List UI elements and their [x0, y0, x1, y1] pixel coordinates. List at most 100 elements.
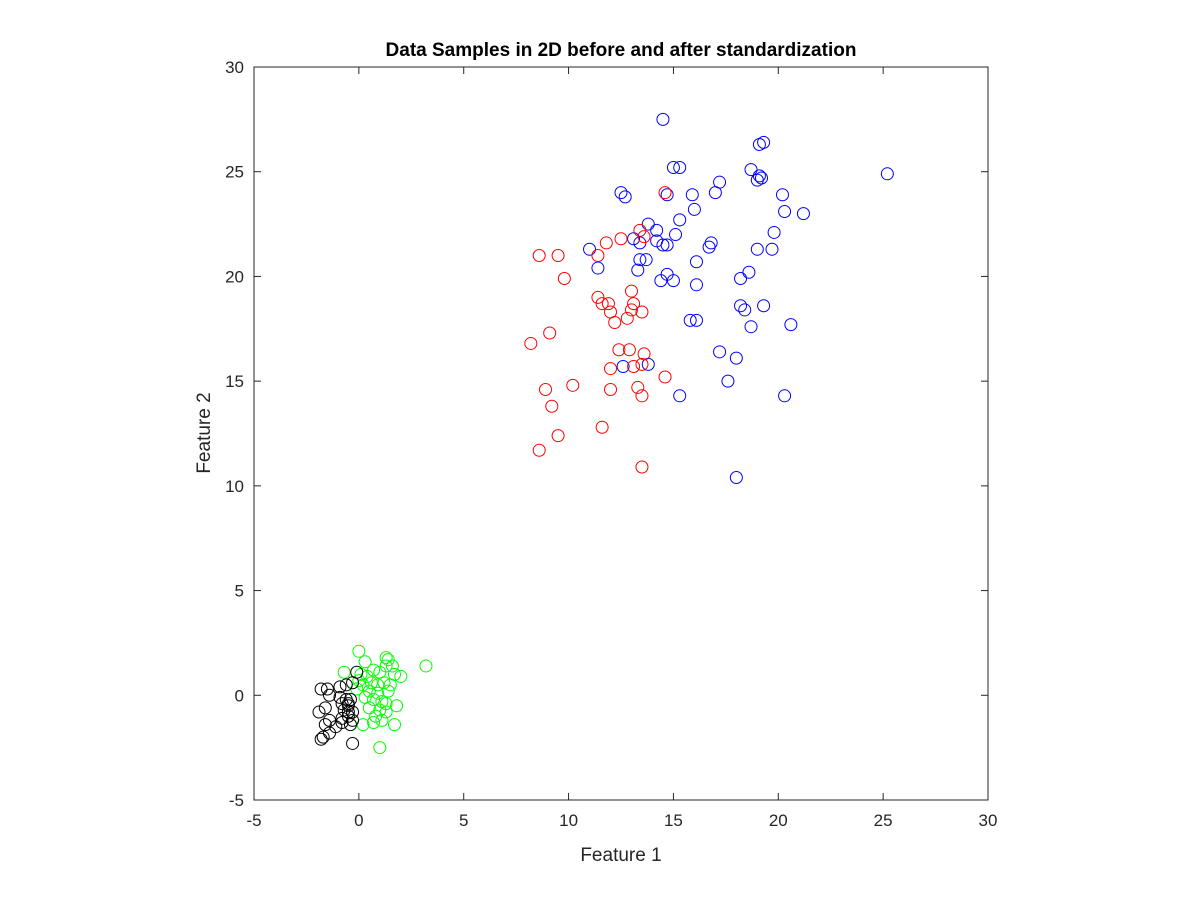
scatter-point — [371, 686, 385, 700]
y-tick-label: 5 — [235, 582, 244, 601]
scatter-point — [704, 236, 718, 250]
scatter-point — [566, 378, 580, 392]
scatter-point — [641, 217, 655, 231]
scatter-point — [608, 316, 622, 330]
scatter-point — [750, 242, 764, 256]
scatter-point — [614, 186, 628, 200]
scatter-point — [633, 236, 647, 250]
scatter-point — [744, 163, 758, 177]
scatter-point — [616, 359, 630, 373]
scatter-point — [591, 290, 605, 304]
scatter-point — [685, 188, 699, 202]
scatter-point — [532, 443, 546, 457]
scatter-point — [604, 362, 618, 376]
scatter-point — [673, 389, 687, 403]
scatter-point — [314, 732, 328, 746]
scatter-point — [622, 343, 636, 357]
scatter-point — [322, 726, 336, 740]
scatter-point — [654, 274, 668, 288]
scatter-point — [775, 188, 789, 202]
x-tick-label: 0 — [354, 811, 363, 830]
scatter-point — [614, 232, 628, 246]
scatter-point — [377, 676, 391, 690]
scatter-point — [637, 347, 651, 361]
scatter-point — [627, 232, 641, 246]
scatter-point — [314, 682, 328, 696]
scatter-point — [631, 263, 645, 277]
scatter-point — [624, 303, 638, 317]
scatter-point — [358, 655, 372, 669]
scatter-point — [673, 213, 687, 227]
scatter-point — [316, 730, 330, 744]
scatter-point — [362, 684, 376, 698]
y-tick-label: 20 — [225, 267, 244, 286]
scatter-point — [689, 313, 703, 327]
scatter-point — [371, 678, 385, 692]
scatter-point — [335, 711, 349, 725]
scatter-point — [545, 399, 559, 413]
scatter-point — [683, 313, 697, 327]
scatter-point — [346, 705, 360, 719]
scatter-point — [757, 135, 771, 149]
scatter-point — [352, 644, 366, 658]
scatter-point — [322, 688, 336, 702]
scatter-point — [656, 112, 670, 126]
scatter-point — [784, 318, 798, 332]
scatter-point — [666, 274, 680, 288]
scatter-point — [650, 223, 664, 237]
scatter-point — [591, 261, 605, 275]
scatter-point — [583, 242, 597, 256]
scatter-point — [381, 653, 395, 667]
y-tick-label: 0 — [235, 686, 244, 705]
scatter-point — [591, 248, 605, 262]
scatter-point — [635, 389, 649, 403]
scatter-point — [346, 736, 360, 750]
scatter-point — [631, 380, 645, 394]
x-tick-label: 15 — [664, 811, 683, 830]
x-tick-label: 30 — [979, 811, 998, 830]
scatter-point — [656, 238, 670, 252]
scatter-point — [618, 190, 632, 204]
scatter-point — [385, 659, 399, 673]
scatter-point — [369, 709, 383, 723]
scatter-point — [721, 374, 735, 388]
scatter-point — [750, 173, 764, 187]
scatter-point — [312, 705, 326, 719]
scatter-point — [539, 383, 553, 397]
scatter-point — [335, 697, 349, 711]
scatter-point — [335, 716, 349, 730]
scatter-point — [729, 351, 743, 365]
scatter-point — [689, 278, 703, 292]
y-tick-label: 30 — [225, 58, 244, 77]
scatter-point — [744, 320, 758, 334]
scatter-point — [713, 345, 727, 359]
scatter-point — [669, 228, 683, 242]
scatter-point — [364, 676, 378, 690]
scatter-point — [318, 701, 332, 715]
scatter-point — [394, 669, 408, 683]
data-points — [312, 112, 894, 755]
scatter-point — [333, 680, 347, 694]
scatter-point — [767, 225, 781, 239]
scatter-point — [595, 297, 609, 311]
scatter-point — [734, 299, 748, 313]
scatter-point — [627, 359, 641, 373]
scatter-point — [633, 253, 647, 267]
scatter-point — [738, 303, 752, 317]
scatter-point — [633, 223, 647, 237]
scatter-point — [595, 420, 609, 434]
scatter-point — [627, 297, 641, 311]
scatter-point — [796, 207, 810, 221]
scatter-point — [624, 284, 638, 298]
scatter-point — [658, 186, 672, 200]
scatter-point — [341, 699, 355, 713]
scatter-point — [635, 305, 649, 319]
y-axis-label: Feature 2 — [194, 392, 215, 473]
scatter-point — [367, 692, 381, 706]
scatter-point — [419, 659, 433, 673]
scatter-point — [599, 236, 613, 250]
scatter-point — [660, 188, 674, 202]
scatter-point — [383, 678, 397, 692]
